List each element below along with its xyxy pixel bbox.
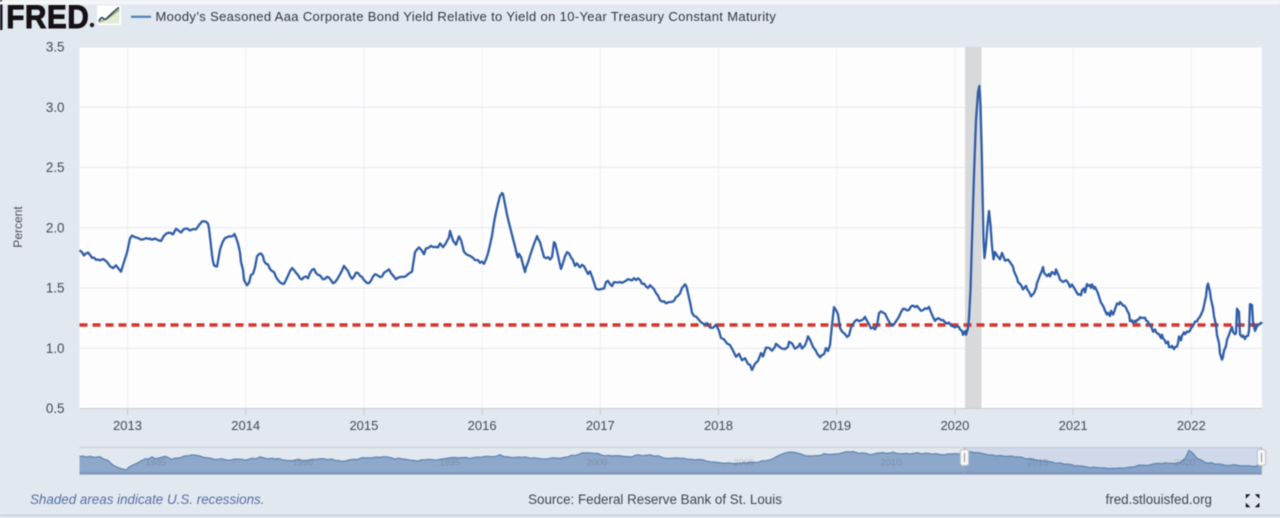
svg-text:2.5: 2.5	[46, 160, 65, 175]
svg-text:3.0: 3.0	[46, 100, 65, 115]
svg-text:fred.stlouisfed.org: fred.stlouisfed.org	[1106, 492, 1212, 507]
svg-text:0.5: 0.5	[46, 401, 65, 416]
svg-text:2015: 2015	[349, 418, 378, 433]
svg-text:2000: 2000	[586, 458, 607, 469]
svg-text:2020: 2020	[1174, 458, 1195, 469]
svg-text:2020: 2020	[940, 418, 969, 433]
svg-text:2017: 2017	[586, 418, 615, 433]
svg-text:3.5: 3.5	[46, 40, 65, 55]
svg-text:2015: 2015	[1027, 458, 1048, 469]
svg-text:2014: 2014	[231, 418, 260, 433]
svg-text:2019: 2019	[822, 418, 851, 433]
svg-text:Shaded areas indicate U.S. rec: Shaded areas indicate U.S. recessions.	[30, 492, 264, 507]
svg-text:1995: 1995	[439, 458, 460, 469]
svg-text:Percent: Percent	[11, 206, 25, 248]
svg-text:Source: Federal Reserve Bank o: Source: Federal Reserve Bank of St. Loui…	[528, 492, 782, 507]
svg-text:Moody’s Seasoned Aaa Corporate: Moody’s Seasoned Aaa Corporate Bond Yiel…	[156, 9, 777, 24]
svg-text:2013: 2013	[113, 418, 142, 433]
svg-text:2021: 2021	[1059, 418, 1088, 433]
svg-text:2005: 2005	[733, 458, 754, 469]
svg-text:2010: 2010	[880, 458, 901, 469]
svg-text:2022: 2022	[1177, 418, 1206, 433]
svg-text:1.5: 1.5	[46, 281, 65, 296]
svg-text:1985: 1985	[145, 458, 166, 469]
svg-text:2018: 2018	[704, 418, 733, 433]
svg-text:2016: 2016	[468, 418, 497, 433]
svg-text:FRED: FRED	[6, 0, 89, 35]
svg-text:1990: 1990	[292, 458, 313, 469]
svg-text:1.0: 1.0	[46, 341, 65, 356]
svg-text:2.0: 2.0	[46, 220, 65, 235]
